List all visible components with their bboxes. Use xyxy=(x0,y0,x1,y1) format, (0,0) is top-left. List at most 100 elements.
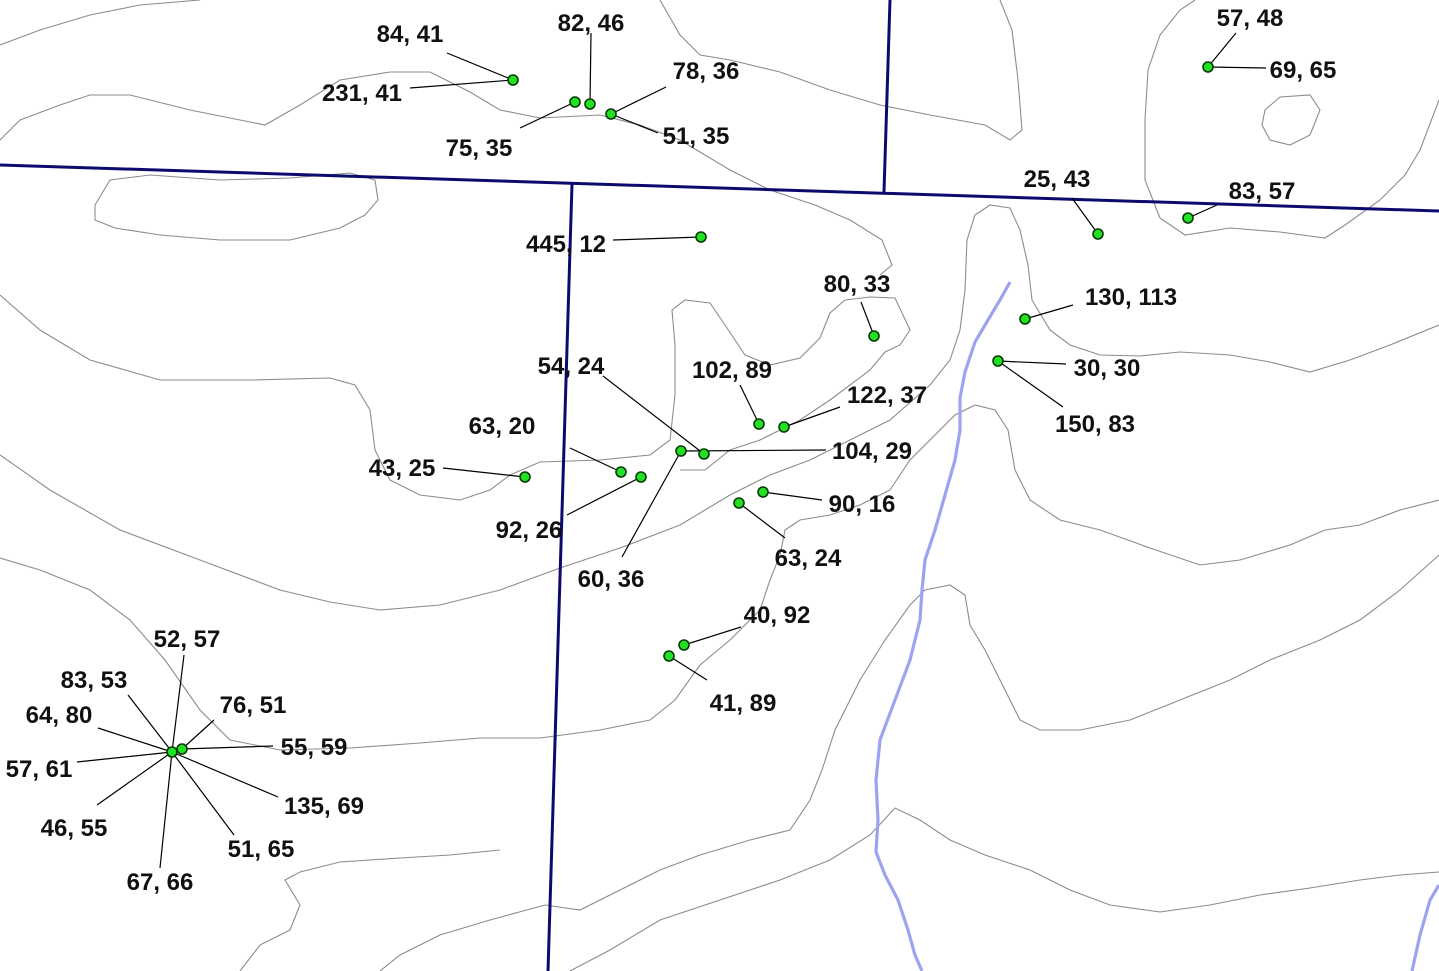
well-callout[interactable]: 60, 36 xyxy=(578,450,682,593)
well-label: 102, 89 xyxy=(692,357,772,384)
leader-line xyxy=(621,450,682,558)
well-callout[interactable]: 83, 57 xyxy=(1187,178,1295,219)
contour-line xyxy=(1144,0,1439,239)
well-callout[interactable]: 83, 53 xyxy=(61,667,173,753)
well-label: 92, 26 xyxy=(496,517,563,544)
leader-line xyxy=(997,360,1064,408)
well-callout[interactable]: 84, 41 xyxy=(377,21,514,81)
well-label: 60, 36 xyxy=(578,566,645,593)
well-marker-icon[interactable] xyxy=(733,497,745,509)
well-callout[interactable]: 51, 35 xyxy=(610,113,730,150)
well-label: 130, 113 xyxy=(1085,284,1177,311)
well-callout[interactable]: 80, 33 xyxy=(824,271,891,337)
well-callout[interactable]: 445, 12 xyxy=(526,231,702,258)
well-marker-icon[interactable] xyxy=(519,471,531,483)
well-callout[interactable]: 75, 35 xyxy=(446,101,576,162)
well-callout[interactable]: 78, 36 xyxy=(610,58,740,115)
well-marker-icon[interactable] xyxy=(569,96,581,108)
well-callout[interactable]: 41, 89 xyxy=(668,655,776,717)
contour-line xyxy=(0,404,1439,751)
leader-line xyxy=(181,719,215,750)
leader-line xyxy=(1207,66,1267,69)
well-label: 78, 36 xyxy=(673,58,740,85)
well-label: 63, 20 xyxy=(469,413,536,440)
well-callout[interactable]: 30, 30 xyxy=(997,355,1140,382)
well-callout[interactable]: 231, 41 xyxy=(322,79,514,107)
well-label: 40, 92 xyxy=(744,602,811,629)
road-south-segment xyxy=(546,183,574,971)
well-marker-icon[interactable] xyxy=(695,231,707,243)
well-callout[interactable]: 51, 65 xyxy=(171,751,294,863)
contour-line xyxy=(1261,94,1321,146)
leader-line xyxy=(612,236,702,241)
well-label: 67, 66 xyxy=(127,869,194,896)
well-marker-icon[interactable] xyxy=(615,466,627,478)
well-label: 84, 41 xyxy=(377,21,444,48)
well-marker-icon[interactable] xyxy=(1182,212,1194,224)
well-marker-icon[interactable] xyxy=(584,98,596,110)
well-label: 135, 69 xyxy=(284,793,364,820)
well-marker-icon[interactable] xyxy=(166,746,178,758)
well-label: 76, 51 xyxy=(220,692,287,719)
well-callout[interactable]: 64, 80 xyxy=(26,702,173,753)
well-marker-icon[interactable] xyxy=(675,445,687,457)
well-label: 150, 83 xyxy=(1055,411,1135,438)
well-marker-icon[interactable] xyxy=(992,355,1004,367)
well-callout[interactable]: 122, 37 xyxy=(783,382,927,428)
well-callout[interactable]: 63, 24 xyxy=(738,502,842,572)
leader-line xyxy=(610,113,659,134)
well-marker-icon[interactable] xyxy=(605,108,617,120)
well-label: 104, 29 xyxy=(832,438,912,465)
well-marker-icon[interactable] xyxy=(1202,61,1214,73)
well-callout[interactable]: 150, 83 xyxy=(997,360,1135,438)
contour-line xyxy=(0,294,911,501)
road-north-segment xyxy=(882,0,892,193)
leader-line xyxy=(569,447,622,473)
well-callout[interactable]: 57, 48 xyxy=(1207,5,1283,68)
well-marker-icon[interactable] xyxy=(663,650,675,662)
leader-line xyxy=(127,694,173,753)
well-callout[interactable]: 46, 55 xyxy=(41,751,173,842)
well-callout[interactable]: 130, 113 xyxy=(1024,284,1177,320)
well-callout[interactable]: 82, 46 xyxy=(558,10,625,105)
leader-line xyxy=(159,751,173,869)
well-callout[interactable]: 54, 24 xyxy=(538,353,705,455)
well-callout[interactable]: 67, 66 xyxy=(127,751,194,896)
well-callout[interactable]: 92, 26 xyxy=(496,476,642,544)
well-callout[interactable]: 102, 89 xyxy=(692,357,772,425)
well-marker-icon[interactable] xyxy=(635,471,647,483)
well-callout[interactable]: 63, 20 xyxy=(469,413,622,473)
well-callout[interactable]: 43, 25 xyxy=(369,455,526,482)
well-callout[interactable]: 57, 61 xyxy=(6,751,173,783)
well-marker-icon[interactable] xyxy=(1019,313,1031,325)
well-callout[interactable]: 25, 43 xyxy=(1024,166,1099,235)
well-callout[interactable]: 55, 59 xyxy=(181,734,347,761)
well-callout[interactable]: 135, 69 xyxy=(171,751,364,820)
well-marker-icon[interactable] xyxy=(1092,228,1104,240)
leader-line xyxy=(997,360,1067,365)
well-label: 82, 46 xyxy=(558,10,625,37)
river-east xyxy=(1410,884,1439,971)
leader-line xyxy=(409,79,514,89)
well-marker-icon[interactable] xyxy=(753,418,765,430)
contour-line xyxy=(379,554,1439,971)
well-marker-icon[interactable] xyxy=(678,639,690,651)
well-marker-icon[interactable] xyxy=(757,486,769,498)
well-label: 25, 43 xyxy=(1024,166,1091,193)
well-marker-icon[interactable] xyxy=(698,448,710,460)
well-label: 51, 35 xyxy=(663,123,730,150)
well-callout[interactable]: 69, 65 xyxy=(1207,57,1336,84)
well-marker-icon[interactable] xyxy=(507,74,519,86)
leader-line xyxy=(76,751,173,763)
well-marker-icon[interactable] xyxy=(176,743,188,755)
leader-line xyxy=(442,467,526,478)
well-callout[interactable]: 90, 16 xyxy=(762,491,895,518)
well-marker-icon[interactable] xyxy=(868,330,880,342)
well-callout[interactable]: 40, 92 xyxy=(683,602,811,646)
well-callout[interactable]: 76, 51 xyxy=(181,692,287,750)
well-marker-icon[interactable] xyxy=(778,421,790,433)
well-callout[interactable]: 52, 57 xyxy=(154,626,221,753)
leader-line xyxy=(738,502,786,539)
